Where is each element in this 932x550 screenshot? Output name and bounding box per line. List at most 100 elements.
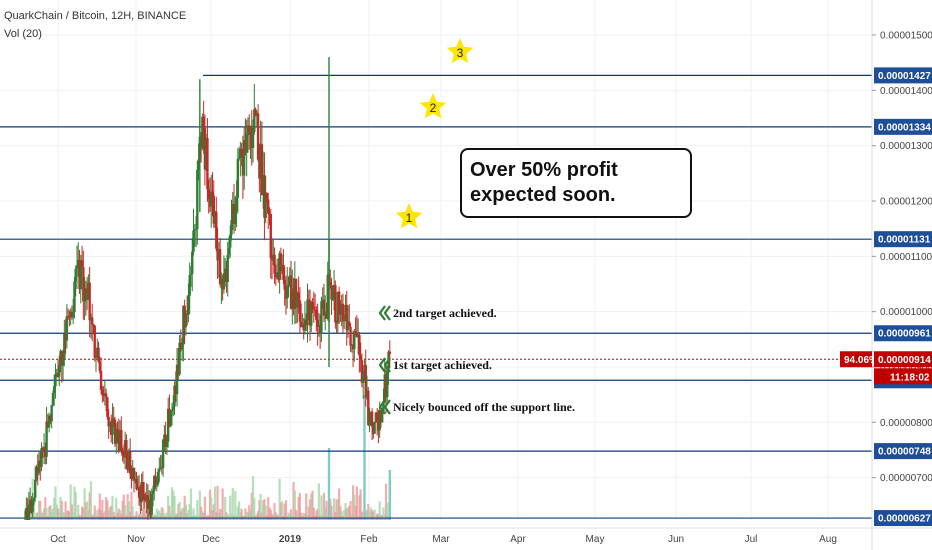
volume-bar xyxy=(165,512,169,520)
candle-up xyxy=(374,412,378,423)
volume-bar xyxy=(277,514,280,520)
candle-body xyxy=(267,199,270,214)
candle-down xyxy=(359,342,362,373)
candle-up xyxy=(115,423,118,454)
candle-body xyxy=(27,504,31,520)
level-price-tag xyxy=(874,510,932,527)
chevron-left-icon xyxy=(378,357,386,373)
candle-body xyxy=(166,408,170,442)
candle-body xyxy=(345,304,348,331)
volume-bar xyxy=(298,493,301,520)
candle-up xyxy=(158,457,161,482)
volume-bar xyxy=(186,513,189,520)
time-tick-label: Aug xyxy=(819,534,837,545)
candle-up xyxy=(193,223,196,247)
volume-bar xyxy=(229,495,232,520)
volume-bar xyxy=(92,514,95,520)
candle-up xyxy=(178,335,181,377)
candle-body xyxy=(75,265,79,269)
candle-body xyxy=(93,325,96,358)
time-tick-label: Mar xyxy=(432,534,450,545)
candle-down xyxy=(225,260,228,293)
level-price-tag xyxy=(874,118,932,135)
candle-up xyxy=(150,488,153,520)
level-price-tag xyxy=(874,325,932,342)
candle-body xyxy=(242,140,246,176)
candle-down xyxy=(125,434,128,469)
candle-body xyxy=(140,482,143,503)
candle-down xyxy=(329,269,332,289)
candle-body xyxy=(28,499,32,505)
candle-down xyxy=(121,447,124,462)
candle-up xyxy=(229,225,232,258)
candle-up xyxy=(331,285,335,301)
candle-down xyxy=(93,325,96,362)
candle-body xyxy=(149,499,152,515)
candle-down xyxy=(330,277,333,316)
candle-body xyxy=(375,412,379,422)
candle-down xyxy=(289,260,293,310)
volume-bar xyxy=(263,499,266,520)
candle-body xyxy=(88,282,91,321)
volume-spike xyxy=(388,470,392,520)
candle-body xyxy=(53,386,56,394)
candle-body xyxy=(153,476,156,491)
candle-body xyxy=(265,193,269,200)
volume-bar xyxy=(87,510,90,520)
candle-down xyxy=(135,471,138,491)
candle-down xyxy=(298,287,302,334)
candle-body xyxy=(49,415,52,422)
volume-indicator-label[interactable]: Vol (20) xyxy=(4,28,42,40)
candle-body xyxy=(278,253,281,280)
candle-down xyxy=(254,107,257,117)
candle-body xyxy=(128,451,132,474)
candle-body xyxy=(71,312,75,318)
volume-bar xyxy=(70,504,74,520)
candle-body xyxy=(90,317,94,325)
volume-bar xyxy=(213,486,217,520)
volume-bar xyxy=(345,508,348,520)
candle-up xyxy=(54,363,57,399)
candle-body xyxy=(308,301,312,326)
volume-bar xyxy=(124,504,127,520)
candle-body xyxy=(288,275,291,285)
candle-down xyxy=(64,318,67,354)
candle-up xyxy=(343,315,346,329)
volume-bar xyxy=(162,508,165,520)
volume-bars xyxy=(23,395,392,520)
candle-body xyxy=(246,125,250,134)
candle-body xyxy=(250,127,253,148)
candle-down xyxy=(149,490,152,518)
volume-bar xyxy=(143,501,146,520)
candle-body xyxy=(231,203,234,221)
candle-body xyxy=(235,197,238,212)
horizontal-levels xyxy=(0,74,872,519)
volume-bar xyxy=(82,508,85,520)
volume-bar xyxy=(386,502,389,520)
candle-body xyxy=(270,258,274,261)
volume-bar xyxy=(50,512,53,520)
volume-bar xyxy=(332,498,336,520)
candle-body xyxy=(151,490,155,495)
candle-up xyxy=(303,301,307,335)
candle-up xyxy=(365,375,369,400)
volume-bar xyxy=(324,507,327,520)
candle-body xyxy=(159,467,162,470)
chevron-left-icon xyxy=(383,399,391,415)
volume-bar xyxy=(308,499,312,520)
candle-down xyxy=(345,290,348,346)
candle-body xyxy=(101,390,104,396)
candle-body xyxy=(251,131,255,148)
price-tick-label: 0.00000800 xyxy=(880,418,932,429)
candle-body xyxy=(230,220,233,235)
candle-up xyxy=(261,151,265,209)
candle-body xyxy=(258,159,261,179)
candle-down xyxy=(46,413,50,428)
candle-down xyxy=(364,349,367,407)
candle-body xyxy=(336,291,340,323)
candle-body xyxy=(201,116,204,149)
volume-bar xyxy=(294,510,298,520)
candle-down xyxy=(49,414,52,425)
price-tick-label: 0.00000700 xyxy=(880,473,932,484)
